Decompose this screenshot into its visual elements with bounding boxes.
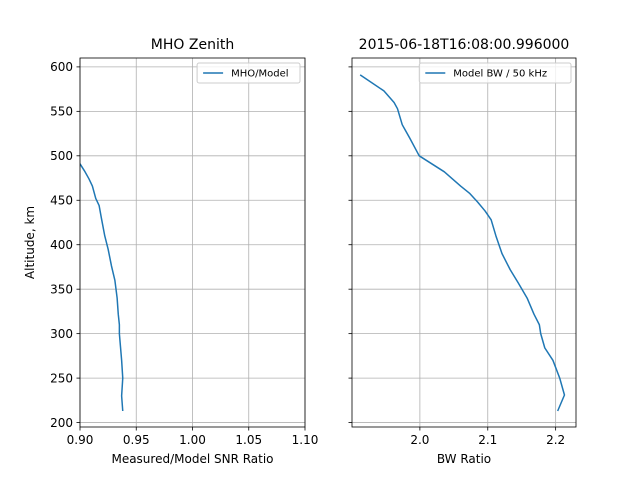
left-x-tick-label: 1.05 xyxy=(235,433,262,447)
left-x-tick-label: 1.10 xyxy=(292,433,319,447)
left-y-tick-label: 400 xyxy=(50,238,73,252)
right-y-ticks xyxy=(348,66,352,423)
left-y-tick-label: 200 xyxy=(50,416,73,430)
right-panel: 2.0 2.1 2.2 2015-06-18T16:08:00.996000 BW … xyxy=(348,37,577,466)
left-series-line-0 xyxy=(80,163,124,412)
left-y-tick-label: 300 xyxy=(50,327,73,341)
right-x-tick-label: 2.1 xyxy=(478,433,497,447)
left-y-axis-label: Altitude, km xyxy=(23,206,37,279)
left-y-tick-label: 250 xyxy=(50,371,73,385)
right-legend-label: Model BW / 50 kHz xyxy=(453,69,547,80)
right-legend-box xyxy=(418,62,572,84)
left-legend-box xyxy=(196,62,301,84)
left-y-tick-label: 600 xyxy=(50,60,73,74)
right-series-line-0 xyxy=(359,74,566,412)
left-series xyxy=(80,163,124,412)
right-legend: Model BW / 50 kHz xyxy=(418,62,572,84)
left-y-tick-label: 500 xyxy=(50,149,73,163)
right-series xyxy=(359,74,566,412)
left-x-tick-label: 0.95 xyxy=(123,433,150,447)
left-panel: 0.90 0.95 1.00 1.05 1.10 200 250 300 350 400 450 5… xyxy=(23,37,318,466)
right-chart-title: 2015-06-18T16:08:00.996000 xyxy=(359,37,570,53)
left-x-axis-label: Measured/Model SNR Ratio xyxy=(111,452,273,466)
left-y-ticks: 200 250 300 350 400 450 500 550 600 xyxy=(50,60,80,430)
left-x-tick-label: 1.00 xyxy=(179,433,206,447)
left-y-tick-label: 450 xyxy=(50,193,73,207)
left-x-ticks: 0.90 0.95 1.00 1.05 1.10 xyxy=(67,427,319,447)
right-x-tick-label: 2.2 xyxy=(546,433,565,447)
right-x-axis-label: BW Ratio xyxy=(437,452,491,466)
left-y-tick-label: 550 xyxy=(50,105,73,119)
left-y-tick-label: 350 xyxy=(50,282,73,296)
left-x-tick-label: 0.90 xyxy=(67,433,94,447)
left-legend-label: MHO/Model xyxy=(231,69,288,80)
right-axes-frame xyxy=(351,57,577,428)
left-legend: MHO/Model xyxy=(196,62,301,84)
right-x-tick-label: 2.0 xyxy=(410,433,429,447)
left-grid xyxy=(79,58,306,427)
right-x-ticks: 2.0 2.1 2.2 xyxy=(410,427,565,447)
left-chart-title: MHO Zenith xyxy=(151,37,234,53)
